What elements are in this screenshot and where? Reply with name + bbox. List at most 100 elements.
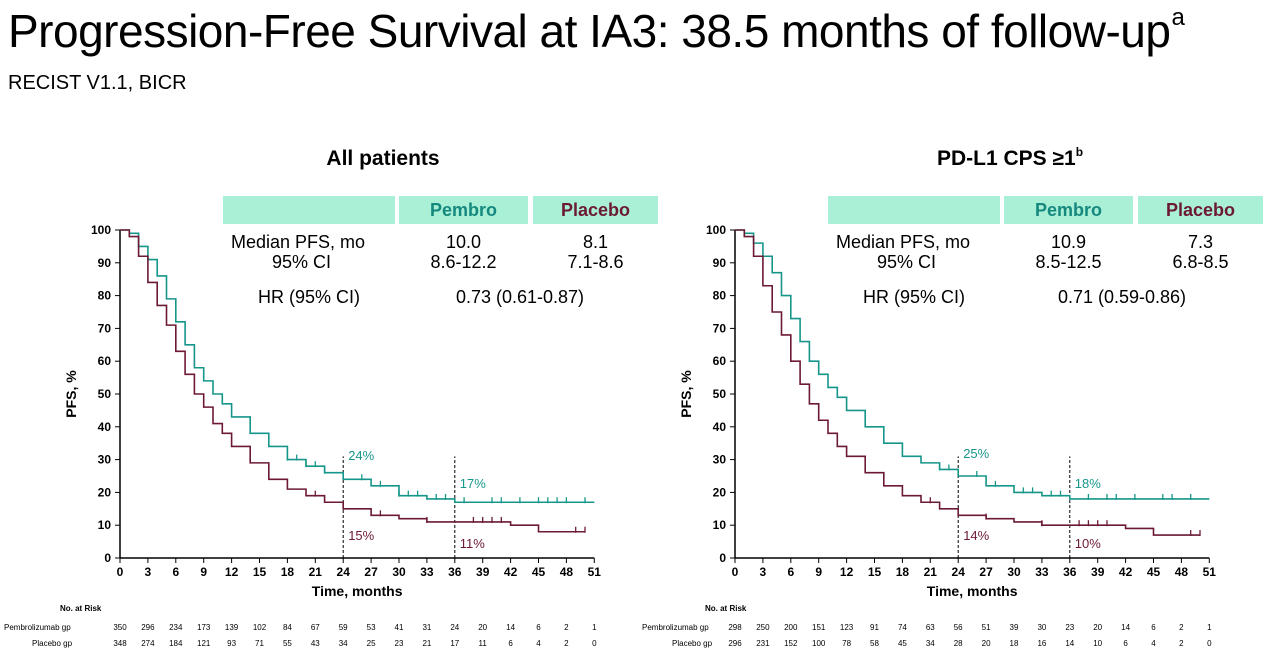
km-panel-all-patients: All patients Pembro Placebo Median PFS, …	[0, 140, 658, 658]
x-tick-label: 0	[732, 565, 739, 579]
at-risk-value: 0	[592, 639, 597, 648]
at-risk-value: 4	[1151, 639, 1156, 648]
at-risk-value: 45	[897, 639, 907, 648]
y-tick-label: 50	[713, 387, 727, 401]
landmark-pembro-label: 25%	[963, 446, 989, 461]
at-risk-value: 348	[113, 639, 127, 648]
table-header-blank	[828, 196, 1000, 224]
at-risk-label-placebo: Placebo gp	[672, 639, 713, 648]
x-tick-label: 33	[1035, 565, 1049, 579]
pembro-km-curve	[735, 229, 1210, 500]
at-risk-value: 28	[953, 639, 963, 648]
table-header-blank	[223, 196, 395, 224]
at-risk-value: 10	[1093, 639, 1103, 648]
landmark-pembro-label: 24%	[348, 448, 374, 463]
landmark-placebo-label: 10%	[1075, 536, 1101, 551]
at-risk-value: 139	[224, 623, 239, 632]
y-tick-label: 0	[104, 551, 111, 565]
y-tick-label: 60	[98, 354, 112, 368]
y-tick-label: 20	[98, 485, 112, 499]
placebo-km-curve	[120, 229, 585, 533]
at-risk-label-placebo: Placebo gp	[32, 639, 73, 648]
ci-placebo: 7.1-8.6	[567, 252, 624, 272]
x-tick-label: 12	[840, 565, 854, 579]
at-risk-value: 16	[1037, 639, 1047, 648]
at-risk-value: 51	[981, 623, 991, 632]
at-risk-value: 2	[564, 623, 569, 632]
at-risk-heading: No. at Risk	[60, 604, 102, 613]
x-tick-label: 24	[952, 565, 966, 579]
ci-label: 95% CI	[876, 252, 937, 272]
x-tick-label: 6	[172, 565, 179, 579]
ci-pembro: 8.5-12.5	[1035, 252, 1102, 272]
median-pembro: 10.0	[445, 232, 482, 252]
at-risk-label-pembro: Pembrolizumab gp	[642, 623, 709, 632]
at-risk-value: 31	[422, 623, 432, 632]
at-risk-value: 151	[812, 623, 826, 632]
table-header-placebo: Placebo	[533, 196, 658, 224]
at-risk-value: 14	[1121, 623, 1131, 632]
x-tick-label: 9	[815, 565, 822, 579]
x-tick-label: 6	[787, 565, 794, 579]
at-risk-value: 184	[169, 639, 183, 648]
x-tick-label: 0	[117, 565, 124, 579]
at-risk-value: 18	[1009, 639, 1019, 648]
at-risk-heading: No. at Risk	[705, 604, 747, 613]
median-pfs-label: Median PFS, mo	[836, 232, 971, 252]
y-tick-label: 90	[713, 256, 727, 270]
x-tick-label: 3	[760, 565, 767, 579]
at-risk-value: 296	[728, 639, 742, 648]
x-tick-label: 9	[200, 565, 207, 579]
placebo-km-curve	[735, 229, 1200, 536]
at-risk-value: 20	[981, 639, 991, 648]
y-tick-label: 100	[706, 223, 726, 237]
at-risk-value: 6	[1123, 639, 1128, 648]
y-tick-label: 70	[98, 321, 112, 335]
at-risk-value: 20	[478, 623, 488, 632]
median-pembro: 10.9	[1050, 232, 1087, 252]
at-risk-value: 93	[227, 639, 237, 648]
y-tick-label: 40	[713, 420, 727, 434]
x-tick-label: 27	[364, 565, 378, 579]
ci-pembro: 8.6-12.2	[430, 252, 497, 272]
at-risk-value: 24	[450, 623, 460, 632]
y-axis-label: PFS, %	[63, 370, 79, 418]
x-tick-label: 39	[476, 565, 490, 579]
y-axis-label: PFS, %	[678, 370, 694, 418]
panel-title-text: PD-L1 CPS ≥1	[936, 147, 1076, 170]
at-risk-value: 200	[784, 623, 798, 632]
at-risk-value: 6	[1151, 623, 1156, 632]
y-tick-label: 60	[713, 354, 727, 368]
x-tick-label: 42	[504, 565, 518, 579]
at-risk-value: 100	[812, 639, 826, 648]
landmark-pembro-label: 18%	[1075, 476, 1101, 491]
x-tick-label: 12	[225, 565, 239, 579]
x-tick-label: 15	[253, 565, 267, 579]
y-tick-label: 80	[713, 289, 727, 303]
hr-label: HR (95% CI)	[863, 287, 966, 307]
x-tick-label: 30	[392, 565, 406, 579]
x-tick-label: 24	[337, 565, 351, 579]
at-risk-value: 84	[282, 623, 292, 632]
hr-value: 0.73 (0.61-0.87)	[455, 287, 585, 307]
at-risk-value: 14	[506, 623, 516, 632]
at-risk-value: 152	[784, 639, 798, 648]
at-risk-value: 71	[255, 639, 264, 648]
km-plot: 0 3 6 9 12 15 18 21 24 27 30 33 36 39 42 45 48 5101020304…	[63, 223, 601, 599]
y-tick-label: 30	[713, 453, 727, 467]
ci-label: 95% CI	[271, 252, 332, 272]
at-risk-value: 25	[366, 639, 376, 648]
slide-title-text: Progression-Free Survival at IA3: 38.5 m…	[8, 5, 1171, 57]
y-tick-label: 80	[98, 289, 112, 303]
pembro-km-curve	[120, 229, 595, 504]
x-tick-label: 36	[448, 565, 462, 579]
at-risk-value: 23	[394, 639, 404, 648]
at-risk-value: 53	[366, 623, 376, 632]
at-risk-label-pembro: Pembrolizumab gp	[4, 623, 71, 632]
table-header-pembro: Pembro	[399, 196, 528, 224]
at-risk-value: 63	[925, 623, 935, 632]
hr-label: HR (95% CI)	[258, 287, 361, 307]
at-risk-value: 17	[450, 639, 460, 648]
x-tick-label: 45	[1147, 565, 1161, 579]
x-tick-label: 33	[420, 565, 434, 579]
